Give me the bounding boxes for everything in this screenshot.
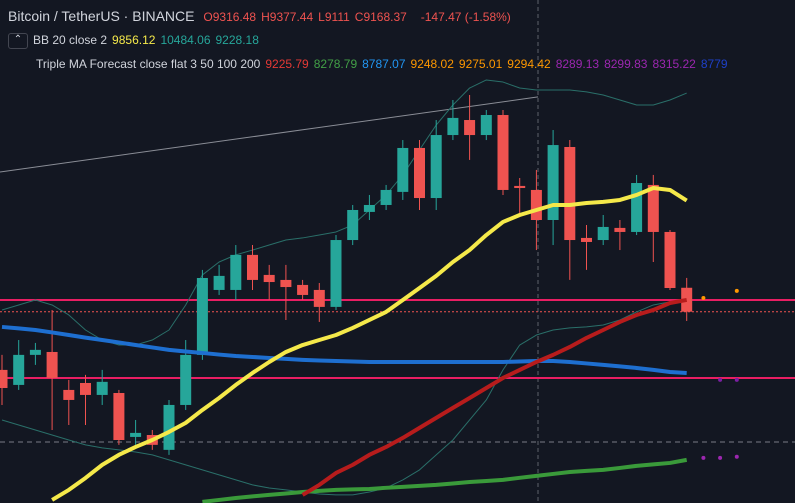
candle-body [13, 354, 25, 385]
forecast-dot [734, 377, 739, 382]
candle-body [113, 392, 125, 441]
indicator-value: 8787.07 [362, 57, 406, 71]
symbol-header: Bitcoin / TetherUS · BINANCE O9316.48 H93… [8, 8, 516, 24]
forecast-dot [701, 455, 706, 460]
candle-body [46, 351, 58, 378]
indicator-value: 8779 [700, 57, 728, 71]
indicator-line [301, 297, 688, 497]
indicator-line [51, 186, 688, 502]
ohlc-value: 9316.48 [212, 10, 257, 24]
candle-body [647, 184, 659, 232]
candle-body [297, 284, 309, 295]
forecast-dot [734, 288, 739, 293]
indicator-title: Triple MA Forecast close flat 3 50 100 2… [36, 57, 261, 71]
ohlc-value: 9111 [324, 10, 350, 24]
candle-body [63, 389, 75, 400]
indicator-value: 10484.06 [160, 33, 211, 48]
ohlc-item: H9377.44 [261, 10, 313, 24]
forecast-dot [718, 377, 723, 382]
candle-body [196, 277, 208, 355]
forecast-dot [718, 455, 723, 460]
candle-body [581, 237, 592, 242]
candle-body [380, 189, 392, 205]
candle-body [313, 289, 325, 307]
indicator-line [1, 79, 687, 346]
indicator-row: ⌃ BB 20 close 2 9856.12 10484.06 9228.18 [8, 33, 269, 49]
indicator-values: 9856.12 10484.06 9228.18 [112, 33, 264, 47]
ohlc-item: L9111 [318, 10, 350, 24]
candle-body [514, 185, 526, 189]
collapse-button[interactable]: ⌃ [8, 33, 28, 49]
indicator-line [1, 299, 687, 496]
indicator-value: 9248.02 [410, 57, 454, 71]
indicator-value: 8315.22 [652, 57, 696, 71]
candle-body [213, 275, 225, 290]
candle-body [681, 287, 693, 312]
candle-body [530, 189, 542, 221]
candle-body [180, 354, 192, 405]
candle-body [363, 204, 375, 212]
ohlc-label: C [354, 10, 364, 24]
ohlc-item: O9316.48 [203, 10, 256, 24]
ohlc: O9316.48 H9377.44 L9111 C9168.37 [203, 8, 411, 24]
indicator-value: 9856.12 [112, 33, 156, 48]
candle-body [280, 279, 292, 288]
indicator-row: Triple MA Forecast close flat 3 50 100 2… [36, 57, 738, 71]
candle-body [497, 115, 509, 190]
candle-body [631, 183, 643, 232]
candle-body [430, 135, 442, 199]
symbol: Bitcoin / TetherUS · BINANCE [8, 8, 195, 24]
indicator-title: BB 20 close 2 [33, 33, 108, 48]
indicator-value: 8278.79 [313, 57, 358, 71]
candle-body [347, 209, 359, 241]
indicator-value: 8289.13 [555, 57, 600, 71]
ohlc-item: C9168.37 [355, 10, 407, 24]
candle-body [163, 404, 175, 450]
candle-body [447, 117, 459, 136]
trend-line [0, 96, 539, 173]
candle-body [80, 382, 91, 395]
candle-body [96, 381, 108, 395]
candle-body [614, 227, 626, 232]
candle-body [29, 349, 41, 355]
candle-body [230, 254, 242, 290]
change: -147.47 (-1.58%) [420, 10, 511, 24]
ohlc-label: L [318, 10, 325, 24]
candle-body [263, 274, 275, 283]
indicator-values: 9225.79 8278.79 8787.07 9248.02 9275.01 9294.… [265, 57, 732, 71]
forecast-dot [701, 296, 706, 301]
candle-body [664, 231, 676, 289]
candle-body [414, 147, 425, 199]
forecast-dot [734, 454, 739, 459]
indicator-value: 9225.79 [265, 57, 309, 71]
ohlc-value: 9168.37 [363, 10, 407, 24]
candle-body [564, 146, 576, 241]
candle-body [330, 240, 342, 307]
indicator-value: 8299.83 [604, 57, 648, 71]
candle-body [130, 432, 142, 437]
candle-body [0, 369, 8, 388]
indicator-line [202, 457, 688, 503]
candle-body [480, 115, 492, 136]
indicator-value: 9275.01 [458, 57, 503, 71]
candle-body [464, 120, 476, 136]
ohlc-label: H [261, 10, 270, 24]
indicator-value: 9294.42 [507, 57, 551, 71]
candle-body [397, 147, 409, 192]
indicator-line [1, 324, 687, 375]
candle-body [247, 254, 258, 280]
candle-body [597, 226, 609, 241]
candle-body [547, 145, 559, 221]
ohlc-label: O [203, 10, 213, 24]
indicator-value: 9228.18 [215, 33, 259, 48]
ohlc-value: 9377.44 [269, 10, 314, 24]
